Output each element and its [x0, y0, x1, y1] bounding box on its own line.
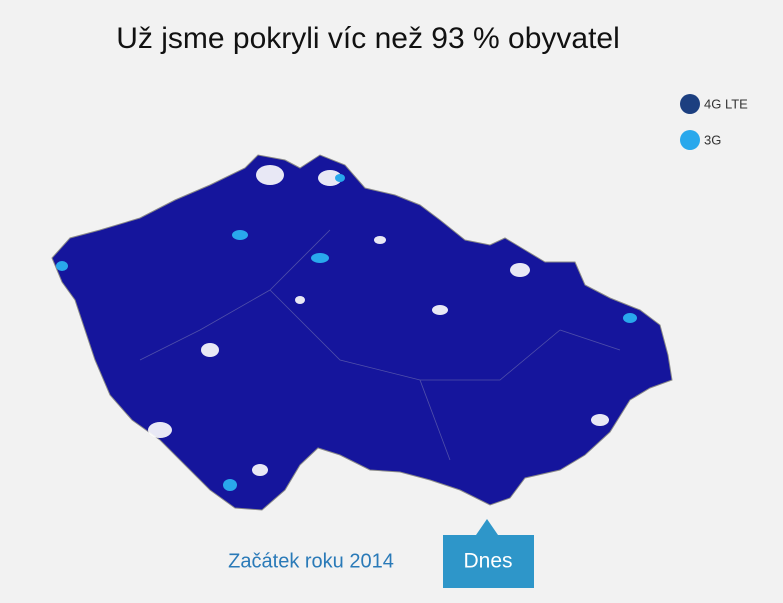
legend-label: 3G	[704, 132, 721, 147]
country-shape	[51, 154, 673, 511]
legend-dot-4g	[680, 94, 700, 114]
title: Už jsme pokryli víc než 93 % obyvatel	[116, 22, 620, 55]
roads	[139, 229, 621, 461]
no-coverage	[148, 165, 609, 476]
legend: 4G LTE 3G	[680, 94, 748, 150]
timeline-start[interactable]: Začátek roku 2014	[228, 550, 394, 572]
legend-label: 4G LTE	[704, 96, 748, 111]
3g-areas	[56, 174, 637, 491]
legend-dot-3g	[680, 130, 700, 150]
button-label[interactable]: Dnes	[463, 550, 512, 573]
current-button[interactable]: Dnes	[443, 519, 534, 588]
button-bg[interactable]	[443, 519, 534, 588]
coverage-map	[51, 154, 673, 511]
